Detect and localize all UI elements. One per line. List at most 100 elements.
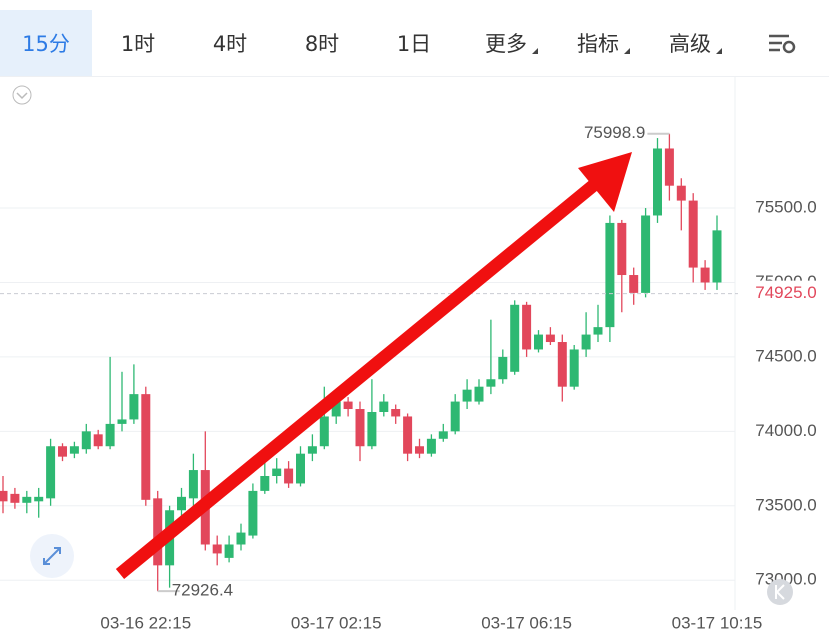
x-tick-label: 03-17 10:15: [672, 613, 763, 632]
tab-label: 高级: [669, 32, 711, 56]
candle-body: [141, 394, 151, 500]
candle-body: [474, 386, 484, 402]
y-tick-label: 74000.0: [755, 421, 816, 440]
candle-body: [129, 394, 139, 420]
tab-label: 4时: [212, 32, 248, 56]
candle-body: [69, 446, 79, 454]
candle-body: [426, 438, 436, 454]
tab-label: 1日: [396, 32, 432, 56]
candle-body: [629, 275, 639, 293]
timeframe-tab[interactable]: 15分: [0, 10, 92, 76]
candle-body: [46, 446, 56, 499]
y-tick-label: 75500.0: [755, 198, 816, 217]
collapse-icon[interactable]: [12, 85, 32, 105]
k-button[interactable]: [767, 579, 793, 605]
candle-body: [93, 434, 103, 447]
timeframe-tab[interactable]: 指标: [552, 10, 644, 76]
candle-body: [34, 496, 44, 502]
candle-body: [581, 334, 591, 350]
candle-body: [58, 446, 67, 457]
trend-arrow-head: [578, 152, 632, 212]
candle-body: [664, 148, 674, 186]
tab-label: 指标: [577, 32, 619, 56]
x-tick-label: 03-17 02:15: [291, 613, 382, 632]
candle-body: [486, 379, 496, 387]
candle-body: [260, 476, 270, 491]
dropdown-marker: [716, 48, 722, 54]
candle-body: [22, 496, 32, 503]
candle-body: [415, 446, 424, 454]
timeframe-tab[interactable]: 8时: [276, 10, 368, 76]
plot: [0, 133, 735, 592]
tab-label: 更多: [485, 32, 527, 56]
tab-label: 1时: [120, 32, 156, 56]
candle-body: [153, 498, 163, 566]
timeframe-tab[interactable]: 1日: [368, 10, 460, 76]
candle-body: [236, 532, 246, 545]
candle-body: [688, 200, 698, 268]
candle-body: [653, 148, 662, 216]
tab-label: 15分: [22, 32, 70, 56]
dropdown-marker: [624, 48, 630, 54]
x-tick-label: 03-16 22:15: [100, 613, 191, 632]
timeframe-tab[interactable]: 更多: [460, 10, 552, 76]
min-label: 72926.4: [172, 581, 233, 600]
candle-body: [593, 327, 603, 335]
fullscreen-icon: [43, 547, 61, 565]
candle-body: [605, 222, 615, 328]
candle-body: [450, 401, 460, 432]
candle-body: [248, 490, 258, 536]
y-tick-label: 74500.0: [755, 346, 816, 365]
candle-body: [391, 409, 401, 417]
candle-body: [403, 416, 413, 454]
candle-body: [296, 453, 305, 484]
timeframe-tab[interactable]: 4时: [184, 10, 276, 76]
candle-body: [224, 544, 234, 558]
candle-body: [569, 349, 579, 387]
candle-body: [700, 267, 710, 283]
timeframe-tab[interactable]: 1时: [92, 10, 184, 76]
candle-body: [545, 334, 555, 343]
dropdown-marker: [532, 48, 538, 54]
candle-body: [10, 493, 20, 503]
timeframe-tab[interactable]: 高级: [644, 10, 736, 76]
candle-body: [438, 431, 448, 439]
last-price-box: [738, 280, 829, 307]
candle-body: [617, 222, 627, 276]
candle-body: [367, 411, 377, 447]
y-tick-label: 73500.0: [755, 495, 816, 514]
candle-body: [557, 342, 567, 387]
candle-body: [212, 544, 222, 554]
settings-icon[interactable]: [769, 34, 796, 54]
tab-label: 8时: [304, 32, 340, 56]
candle-body: [534, 334, 543, 350]
tab-bar: 15分 1时 4时 8时 1日 更多 指标 高级: [0, 10, 829, 77]
candle-body: [355, 409, 365, 447]
candle-body: [307, 446, 317, 454]
candle-body: [462, 389, 472, 402]
x-tick-label: 03-17 06:15: [481, 613, 572, 632]
candle-body: [379, 401, 389, 412]
candle-body: [641, 215, 651, 293]
candle-body: [0, 490, 8, 502]
candle-body: [284, 468, 294, 484]
trend-arrow: [115, 174, 605, 580]
candle-body: [498, 356, 508, 380]
candle-body: [105, 423, 115, 447]
collapse-chevron: [16, 92, 28, 100]
candle-body: [522, 304, 532, 350]
candle-body: [188, 470, 198, 499]
k-icon: [775, 584, 785, 600]
candle-body: [343, 401, 353, 410]
max-label: 75998.9: [584, 123, 645, 142]
candle-body: [81, 431, 91, 450]
candle-body: [272, 468, 282, 477]
candle-body: [319, 416, 329, 447]
candle-body: [331, 401, 341, 417]
candle-body: [712, 230, 722, 283]
candle-body: [117, 419, 127, 424]
candle-body: [676, 185, 686, 201]
candle-body: [177, 496, 186, 511]
